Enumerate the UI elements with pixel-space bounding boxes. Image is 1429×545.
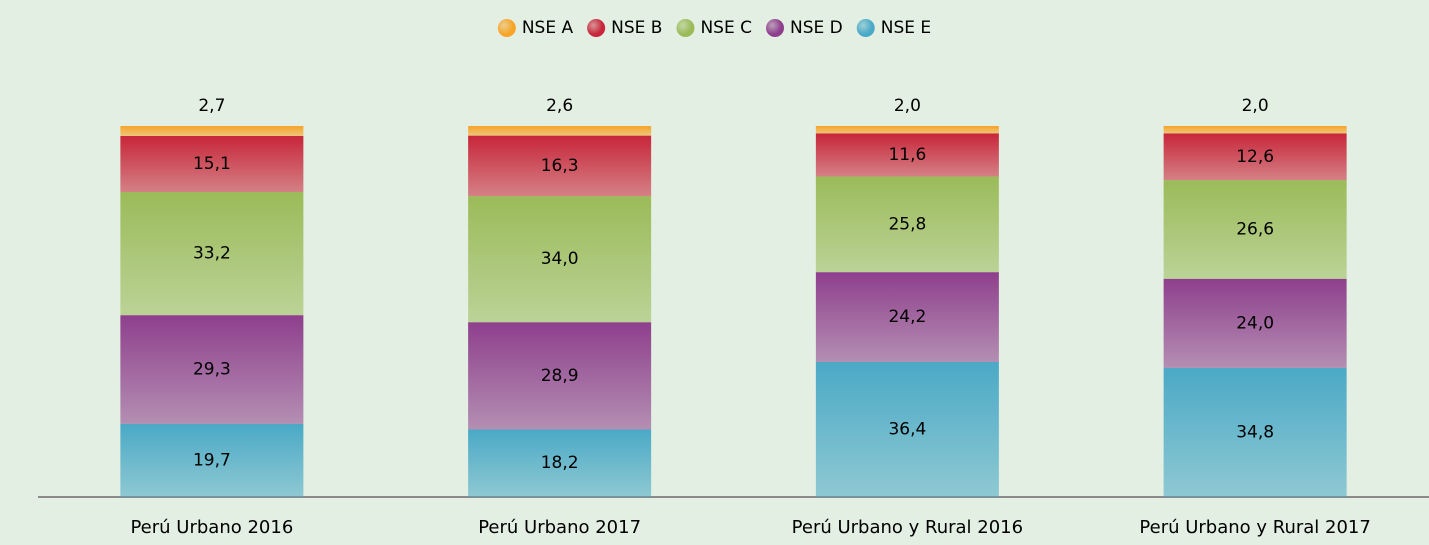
value-label: 33,2 (193, 244, 231, 264)
legend-marker (587, 19, 606, 37)
x-tick-label: Perú Urbano y Rural 2017 (1139, 517, 1370, 538)
value-label: 16,3 (541, 156, 579, 176)
bar-segment (815, 126, 999, 134)
value-label: 24,0 (1236, 313, 1274, 333)
bar-segment (468, 196, 652, 323)
value-label: 2,6 (546, 96, 573, 116)
value-label: 34,0 (541, 249, 579, 269)
value-label: 25,8 (888, 214, 926, 234)
legend-marker (676, 19, 695, 37)
value-label: 15,1 (193, 154, 231, 174)
bar-segment (120, 423, 304, 497)
bar-segment (815, 361, 999, 497)
legend-label: NSE E (881, 18, 931, 38)
bar-segment (120, 315, 304, 424)
bar-segment (120, 136, 304, 193)
value-label: 36,4 (888, 419, 926, 439)
value-label: 29,3 (193, 360, 231, 380)
x-tick-label: Perú Urbano 2016 (130, 517, 293, 538)
bar-segment (468, 135, 652, 197)
legend-label: NSE D (790, 18, 843, 38)
bar-segment (1163, 133, 1347, 181)
value-label: 11,6 (888, 145, 926, 165)
bar-segment (120, 192, 304, 316)
bar-segment (468, 322, 652, 430)
legend-marker (856, 19, 875, 37)
value-label: 19,7 (193, 450, 231, 470)
value-label: 34,8 (1236, 422, 1274, 442)
legend-label: NSE C (700, 18, 752, 38)
bar-segment (1163, 126, 1347, 134)
legend-label: NSE B (611, 18, 662, 38)
value-label: 28,9 (541, 366, 579, 386)
value-label: 18,2 (541, 453, 579, 473)
bar-segment (815, 133, 999, 177)
x-tick-label: Perú Urbano y Rural 2016 (792, 517, 1023, 538)
value-label: 12,6 (1236, 147, 1274, 167)
value-label: 2,7 (198, 96, 225, 116)
legend-marker (497, 19, 516, 37)
bar-segment (815, 272, 999, 362)
value-label: 2,0 (894, 96, 921, 116)
value-label: 24,2 (888, 307, 926, 327)
bar-segment (468, 429, 652, 497)
legend-label: NSE A (522, 18, 574, 38)
bar-segment (1163, 367, 1347, 497)
bar-segment (1163, 180, 1347, 279)
x-tick-label: Perú Urbano 2017 (478, 517, 641, 538)
bar-segment (120, 126, 304, 137)
value-label: 26,6 (1236, 220, 1274, 240)
bar-segment (815, 176, 999, 273)
legend-marker (766, 19, 784, 37)
value-label: 2,0 (1242, 96, 1269, 116)
bar-segment (468, 126, 652, 136)
legend: NSE A NSE B NSE C NSE D NSE E (497, 18, 931, 38)
bar-segment (1163, 278, 1347, 368)
